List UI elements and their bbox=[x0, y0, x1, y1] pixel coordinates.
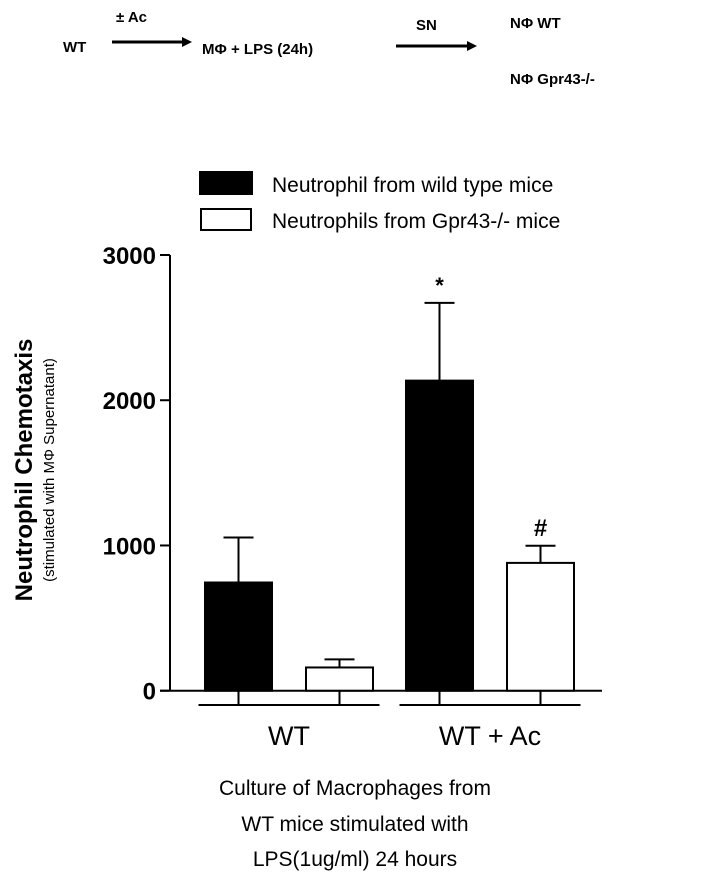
arrow-1-head bbox=[182, 37, 192, 47]
y-axis-sublabel: (stimulated with MΦ Supernatant) bbox=[41, 358, 58, 582]
schematic-arrow1-label: ± Ac bbox=[116, 9, 147, 26]
x-axis-label-line-3: LPS(1ug/ml) 24 hours bbox=[253, 848, 457, 871]
significance-mark: * bbox=[435, 273, 444, 298]
x-tick-label: WT bbox=[268, 721, 310, 751]
significance-mark: # bbox=[534, 515, 547, 542]
schematic-target-ko: NΦ Gpr43-/- bbox=[510, 71, 595, 88]
arrow-2-head bbox=[467, 41, 477, 51]
schematic-target-wt: NΦ WT bbox=[510, 15, 561, 32]
bar bbox=[506, 561, 575, 692]
legend-swatch-ko bbox=[200, 208, 252, 231]
y-tick-label: 3000 bbox=[103, 243, 156, 270]
plot-area: 0 1000 2000 3000 WT WT + Ac * # bbox=[103, 243, 602, 751]
bar bbox=[305, 666, 374, 692]
x-axis-label-line-2: WT mice stimulated with bbox=[241, 813, 468, 836]
bar bbox=[204, 581, 273, 692]
schematic-start: WT bbox=[63, 39, 86, 56]
schematic-middle: MΦ + LPS (24h) bbox=[202, 41, 313, 58]
legend-label-wt: Neutrophil from wild type mice bbox=[272, 174, 553, 197]
y-tick-label: 2000 bbox=[103, 388, 156, 415]
legend-swatch-wt bbox=[199, 171, 253, 195]
bar bbox=[405, 379, 474, 692]
y-tick-label: 0 bbox=[143, 679, 156, 706]
y-tick-label: 1000 bbox=[103, 533, 156, 560]
legend: Neutrophil from wild type mice Neutrophi… bbox=[199, 171, 560, 233]
schematic: WT ± Ac MΦ + LPS (24h) SN NΦ WT NΦ Gpr43… bbox=[63, 9, 595, 88]
schematic-arrow2-label: SN bbox=[416, 17, 437, 34]
x-axis-label-line-1: Culture of Macrophages from bbox=[219, 777, 491, 800]
y-axis-label: Neutrophil Chemotaxis bbox=[11, 339, 38, 602]
x-tick-label: WT + Ac bbox=[439, 721, 541, 751]
legend-label-ko: Neutrophils from Gpr43-/- mice bbox=[272, 210, 560, 233]
